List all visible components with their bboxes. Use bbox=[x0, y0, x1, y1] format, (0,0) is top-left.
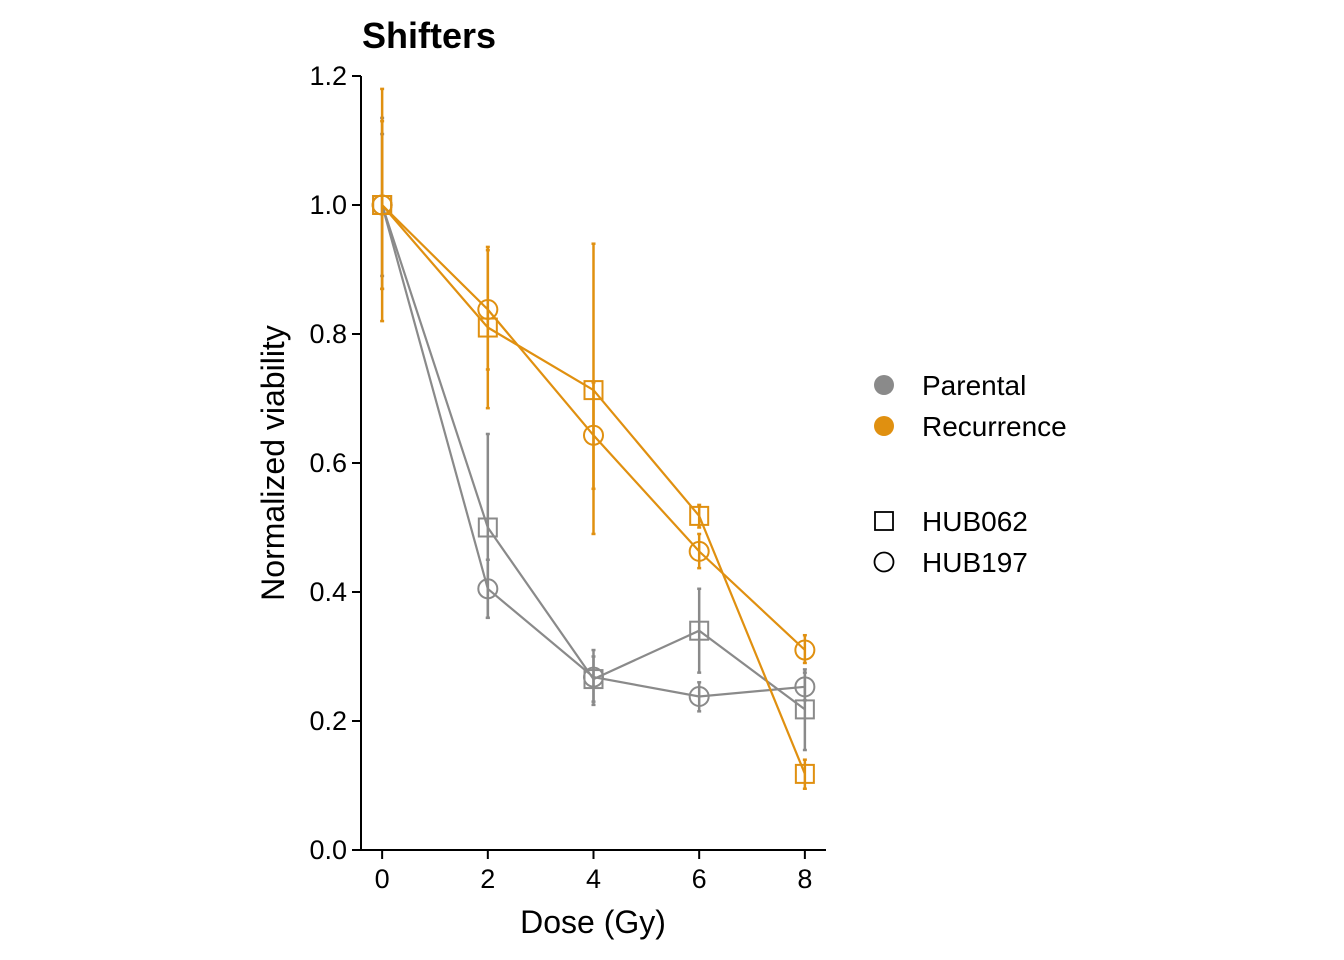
data-point-circle bbox=[477, 578, 499, 600]
y-tick-label: 0.6 bbox=[309, 448, 347, 478]
y-tick-label: 0.8 bbox=[309, 319, 347, 349]
x-tick-label: 8 bbox=[797, 864, 812, 894]
chart-title: Shifters bbox=[362, 15, 496, 56]
y-tick-label: 1.2 bbox=[309, 61, 347, 91]
data-point-circle bbox=[477, 298, 499, 320]
data-point-circle bbox=[688, 685, 710, 707]
data-point-circle bbox=[794, 676, 816, 698]
data-point-square bbox=[689, 505, 710, 526]
legend-label: HUB197 bbox=[922, 547, 1028, 578]
axes: 0.0 0.2 0.4 0.6 0.8 1.0 1.2 0 2 4 6 8 bbox=[309, 61, 826, 894]
series-layer bbox=[371, 87, 816, 790]
data-point-circle bbox=[688, 540, 710, 562]
series-line bbox=[381, 204, 806, 698]
legend-label: HUB062 bbox=[922, 506, 1028, 537]
data-point-circle bbox=[794, 639, 816, 661]
y-tick-label: 0.2 bbox=[309, 706, 347, 736]
legend-label: Recurrence bbox=[922, 411, 1067, 442]
y-axis-label: Normalized viability bbox=[255, 325, 291, 601]
data-point-square bbox=[477, 517, 498, 538]
y-tick-label: 0.4 bbox=[309, 577, 347, 607]
data-point-circle bbox=[583, 666, 604, 688]
legend-shape-swatch bbox=[874, 511, 894, 531]
x-tick-label: 0 bbox=[375, 864, 390, 894]
data-point-circle bbox=[583, 424, 604, 446]
data-point-circle bbox=[371, 194, 393, 216]
legend-shape-swatch bbox=[873, 551, 895, 573]
legend-color-swatch bbox=[874, 416, 894, 436]
legend-color-swatch bbox=[874, 375, 894, 395]
x-tick-label: 4 bbox=[586, 864, 601, 894]
x-tick-label: 2 bbox=[480, 864, 495, 894]
x-axis-label: Dose (Gy) bbox=[520, 904, 666, 940]
legend: Parental Recurrence HUB062 HUB197 bbox=[873, 370, 1067, 578]
data-point-square bbox=[689, 620, 710, 641]
y-tick-label: 1.0 bbox=[309, 190, 347, 220]
data-point-square bbox=[794, 763, 815, 784]
x-tick-label: 6 bbox=[692, 864, 707, 894]
y-tick-label: 0.0 bbox=[309, 835, 347, 865]
series-line bbox=[381, 204, 806, 651]
legend-label: Parental bbox=[922, 370, 1026, 401]
series-recurrence-hub197 bbox=[371, 119, 816, 665]
